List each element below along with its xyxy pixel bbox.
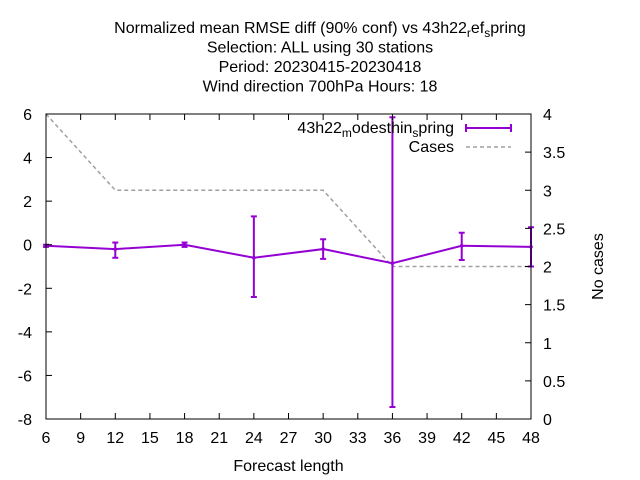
y2-tick-label: 3 <box>543 183 552 200</box>
x-tick-label: 27 <box>280 430 298 447</box>
ticks-layer <box>45 113 532 420</box>
data-point <box>390 261 395 266</box>
legend-label-cases: Cases <box>409 139 454 156</box>
x-tick-label: 36 <box>384 430 402 447</box>
y-tick-label: 2 <box>23 194 32 211</box>
y-tick-label: 6 <box>23 107 32 124</box>
x-tick-label: 42 <box>453 430 471 447</box>
title-line-3: Wind direction 700hPa Hours: 18 <box>203 79 438 96</box>
x-tick-label: 30 <box>314 430 332 447</box>
series-line <box>45 243 532 265</box>
data-point <box>113 247 118 251</box>
y-axis-ticks: -8 -6 -4 -2 0 2 4 6 <box>18 107 32 429</box>
y2-axis-label: No cases <box>590 233 607 300</box>
x-axis-ticks: 6 9 12 15 18 21 24 27 30 33 36 39 42 45 48 <box>42 430 540 447</box>
chart-title: Normalized mean RMSE diff (90% conf) vs … <box>114 20 526 96</box>
data-point <box>321 247 325 251</box>
x-tick-label: 9 <box>76 430 85 447</box>
x-tick-label: 45 <box>487 430 505 447</box>
x-tick-label: 24 <box>245 430 263 447</box>
y2-tick-label: 0 <box>543 412 552 429</box>
x-tick-label: 21 <box>210 430 228 447</box>
y2-tick-label: 1.5 <box>543 298 565 315</box>
x-tick-label: 18 <box>176 430 194 447</box>
cases-line <box>45 113 531 268</box>
x-tick-label: 48 <box>522 430 540 447</box>
x-axis-label: Forecast length <box>233 458 343 475</box>
title-line-1: Selection: ALL using 30 stations <box>207 40 433 57</box>
y-tick-label: -8 <box>18 412 32 429</box>
data-point <box>459 244 464 248</box>
y2-tick-label: 1 <box>543 336 552 353</box>
y-tick-label: 0 <box>23 238 32 255</box>
x-tick-label: 6 <box>42 430 51 447</box>
y2-axis-ticks: 0 0.5 1 1.5 2 2.5 3 3.5 4 <box>543 107 565 429</box>
y-tick-label: -6 <box>18 368 32 385</box>
error-bar <box>250 215 257 298</box>
data-point <box>252 255 256 260</box>
y2-tick-label: 2 <box>543 260 552 277</box>
legend-label-series: 43h22modesthinspring <box>297 120 454 140</box>
series-layer <box>43 113 534 409</box>
y2-tick-label: 4 <box>543 107 552 124</box>
y-tick-label: 4 <box>23 151 32 168</box>
y2-tick-label: 3.5 <box>543 145 565 162</box>
y-tick-label: -4 <box>18 325 32 342</box>
error-bar <box>320 238 327 260</box>
error-bar <box>112 241 119 259</box>
y2-tick-label: 2.5 <box>543 221 565 238</box>
error-bar <box>458 231 465 261</box>
x-tick-label: 33 <box>349 430 367 447</box>
y-tick-label: -2 <box>18 281 32 298</box>
y2-tick-label: 0.5 <box>543 374 565 391</box>
error-bar <box>181 241 188 248</box>
data-point <box>182 242 187 247</box>
title-line-0: Normalized mean RMSE diff (90% conf) vs … <box>114 20 526 40</box>
x-tick-label: 12 <box>106 430 124 447</box>
x-tick-label: 39 <box>418 430 436 447</box>
x-tick-label: 15 <box>141 430 159 447</box>
title-line-2: Period: 20230415-20230418 <box>219 59 422 76</box>
